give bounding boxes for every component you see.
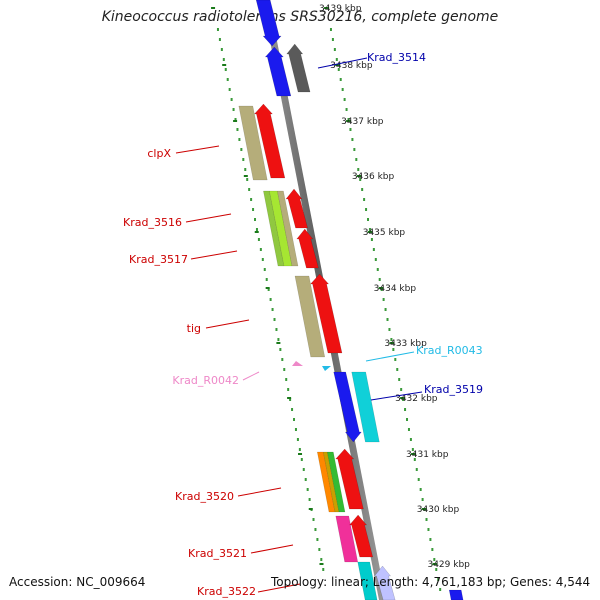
gene-label[interactable]: tig (187, 322, 201, 335)
right-kbp-tick (400, 397, 406, 399)
gene-label-leader (185, 213, 232, 223)
right-kbp-tick (367, 231, 373, 233)
kbp-tick-label: 3432 kbp (395, 394, 438, 404)
gene-cog-block-krad-3516-b[interactable] (277, 190, 299, 267)
left-kbp-tick (276, 342, 281, 344)
left-track-border (216, 28, 325, 571)
gene-label[interactable]: Krad_3522 (197, 585, 256, 598)
gene-label-leader (250, 544, 294, 554)
kbp-tick-label: 3436 kbp (352, 172, 395, 182)
gene-label-leader (365, 351, 415, 362)
gene-label[interactable]: Krad_3517 (129, 253, 188, 266)
right-kbp-tick (324, 7, 330, 9)
gene-cog-block-tig[interactable] (294, 275, 326, 358)
kbp-tick-label: 3438 kbp (330, 61, 373, 71)
gene-label[interactable]: clpX (147, 147, 171, 160)
gene-label-leader (317, 57, 368, 69)
left-kbp-tick (211, 7, 216, 9)
gene-arrow-krad-3523[interactable] (448, 589, 464, 600)
gene-arrow-krad-3514[interactable] (264, 46, 292, 97)
left-kbp-tick (287, 397, 292, 399)
kbp-tick-label: 3433 kbp (384, 339, 427, 349)
left-kbp-tick (233, 120, 238, 122)
right-kbp-tick (378, 287, 384, 289)
right-kbp-tick (346, 120, 352, 122)
kbp-tick-label: 3429 kbp (427, 560, 470, 570)
gene-arrow-clpx[interactable] (253, 103, 286, 179)
right-kbp-tick (389, 342, 395, 344)
kbp-tick-label: 3431 kbp (406, 450, 449, 460)
gene-label[interactable]: Krad_3520 (175, 490, 234, 503)
gene-label-leader (190, 250, 238, 260)
gene-label-leader (370, 391, 423, 401)
gene-label[interactable]: Krad_3516 (123, 216, 182, 229)
gene-label[interactable]: Krad_3514 (367, 51, 426, 64)
scale-ticks: 3439 kbp 3438 kbp 3437 kbp 3436 kbp 3435 kbp… (211, 4, 470, 570)
left-kbp-tick (222, 64, 227, 66)
gene-label-leader (175, 145, 220, 154)
gene-arrow-krad-3522[interactable] (373, 565, 396, 600)
left-kbp-tick (308, 508, 313, 510)
gene-cog-block-krad-3522[interactable] (357, 561, 378, 600)
gene-cog-block-krad-3520-c[interactable] (326, 451, 346, 513)
kbp-tick-label: 3434 kbp (374, 284, 417, 294)
gene-label-leader (205, 319, 250, 329)
gene-label-leader (242, 371, 260, 381)
kbp-tick-label: 3430 kbp (417, 505, 460, 515)
gene-arrow-tig[interactable] (310, 273, 343, 354)
gene-label-leader (257, 583, 301, 593)
left-kbp-tick (265, 287, 270, 289)
map-title: Kineococcus radiotolerans SRS30216, comp… (101, 9, 499, 25)
gene-arrow-krad-3519[interactable] (333, 371, 362, 443)
gene-label[interactable]: Krad_3519 (424, 383, 483, 396)
right-kbp-tick (356, 175, 362, 177)
kbp-tick-label: 3437 kbp (341, 117, 384, 127)
right-kbp-tick (421, 508, 427, 510)
gene-arrow-krad-3517[interactable] (296, 228, 319, 269)
gene-label[interactable]: Krad_R0042 (172, 374, 239, 387)
accession-text: Accession: NC_009664 (9, 575, 146, 589)
gene-arrow-krad-3520[interactable] (335, 448, 364, 510)
left-kbp-tick (254, 231, 259, 233)
right-kbp-tick (411, 453, 417, 455)
right-kbp-tick (335, 64, 341, 66)
gene-arrow[interactable] (255, 0, 282, 47)
right-track-border (329, 28, 442, 591)
kbp-tick-label: 3435 kbp (363, 228, 406, 238)
feature-layer (238, 0, 464, 600)
gene-arrow-krad-r0042[interactable] (292, 361, 303, 366)
right-kbp-tick (432, 563, 438, 565)
gene-cog-block-clpx[interactable] (238, 105, 268, 181)
gene-label-leader (237, 487, 282, 497)
gene-arrow-krad-3521[interactable] (349, 514, 374, 558)
left-kbp-tick (298, 453, 303, 455)
kbp-tick-label: 3439 kbp (319, 4, 362, 14)
left-kbp-tick (319, 563, 324, 565)
gene-label[interactable]: Krad_3521 (188, 547, 247, 560)
gene-arrow-krad-3516[interactable] (285, 188, 308, 229)
gene-cog-block-krad-3519[interactable] (351, 371, 380, 443)
gene-label[interactable]: Krad_R0043 (416, 344, 483, 357)
left-kbp-tick (243, 175, 248, 177)
genome-summary-text: Topology: linear; Length: 4,761,183 bp; … (271, 575, 591, 589)
gene-arrow-krad-3514-cog[interactable] (286, 43, 311, 93)
gene-arrow-krad-r0043[interactable] (322, 366, 331, 371)
